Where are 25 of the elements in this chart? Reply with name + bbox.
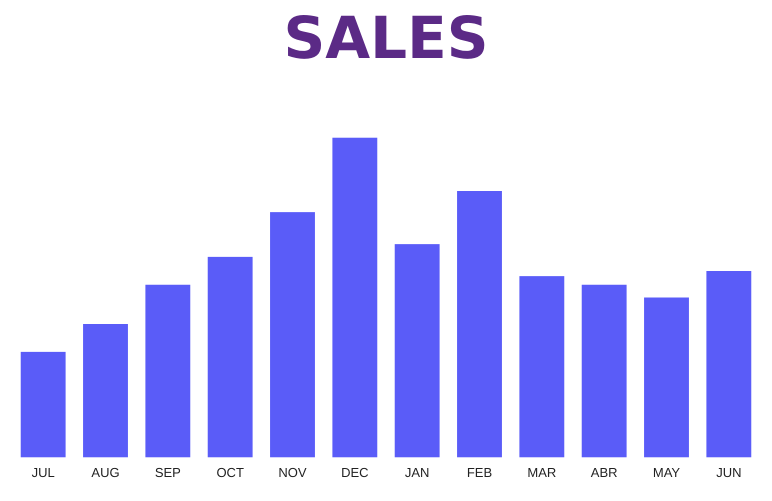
bar (208, 256, 253, 458)
x-tick-label: SEP (154, 464, 181, 480)
x-tick-label: JUL (32, 464, 55, 480)
chart-title: SALES (283, 4, 489, 72)
x-tick-label: FEB (466, 464, 492, 480)
bar (332, 138, 378, 458)
x-tick-label: MAY (652, 464, 680, 480)
bar (20, 352, 66, 458)
bar (145, 284, 190, 458)
bar (519, 276, 564, 458)
bar (644, 298, 689, 458)
x-tick-label: DEC (341, 464, 369, 480)
x-tick-label: JUN (716, 464, 742, 480)
x-tick-label: MAR (527, 464, 556, 480)
x-tick-label: JAN (404, 464, 430, 480)
bar (582, 284, 627, 458)
bar (83, 324, 128, 458)
bar (394, 244, 440, 458)
x-tick-label: NOV (278, 464, 307, 480)
x-tick-label: ABR (590, 464, 618, 480)
x-tick-label: AUG (91, 464, 120, 480)
x-tick-label: OCT (216, 464, 244, 480)
bar (706, 270, 752, 458)
bar (270, 212, 315, 458)
bar (457, 191, 502, 458)
